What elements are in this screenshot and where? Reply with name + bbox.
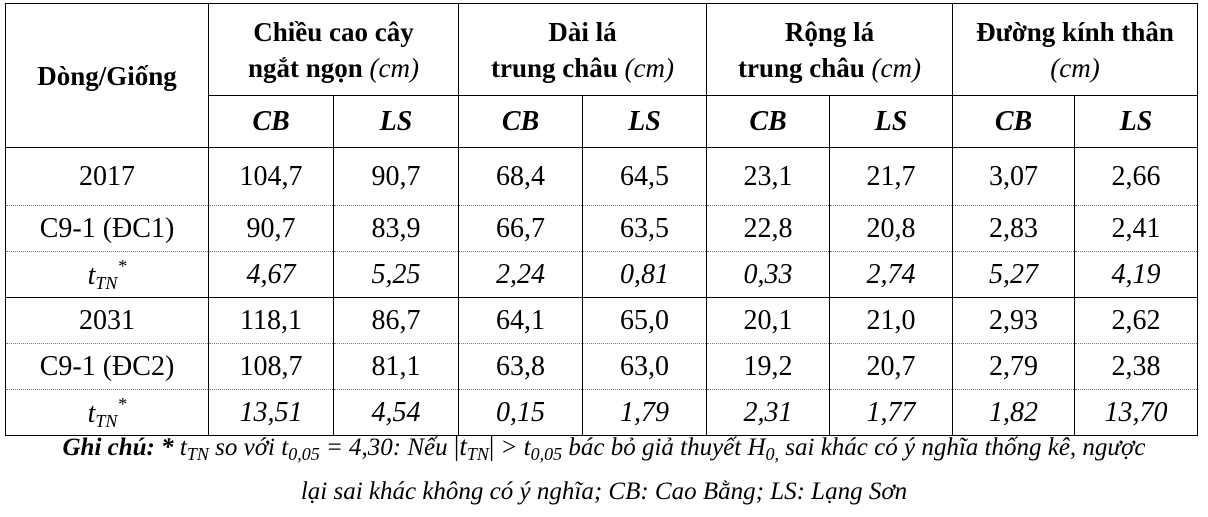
- table-cell: 2,24: [458, 251, 584, 298]
- table-cell: 5,25: [332, 251, 460, 298]
- table-cell: 118,1: [208, 297, 334, 344]
- table-footnote: Ghi chú: * tTN so với t0,05 = 4,30: Nếu …: [0, 427, 1208, 511]
- table-cell: 108,7: [208, 343, 334, 390]
- table-cell: 81,1: [332, 343, 460, 390]
- group-header-line1: Đường kính thân: [976, 16, 1174, 47]
- group-header-line1: Chiều cao cây: [253, 16, 414, 47]
- subheader-cell: LS: [582, 95, 708, 148]
- subheader-cell: CB: [458, 95, 584, 148]
- subheader-cell: LS: [332, 95, 460, 148]
- t-statistic-label: tTN*: [5, 251, 209, 298]
- t-statistic-label: tTN*: [5, 389, 209, 436]
- table-cell: 19,2: [706, 343, 831, 390]
- table-cell: 2,62: [1074, 297, 1199, 344]
- group-header-plant-height: Chiều cao cây ngắt ngọn (cm): [207, 3, 460, 96]
- table-cell: 104,7: [208, 147, 334, 206]
- table-cell: 66,7: [458, 205, 584, 252]
- table-cell: 90,7: [332, 147, 460, 206]
- table-cell: 13,70: [1074, 389, 1199, 436]
- table-cell: 86,7: [332, 297, 460, 344]
- data-table: Dòng/Giống Chiều cao cây ngắt ngọn (cm) …: [5, 3, 1199, 436]
- table-cell: 22,8: [706, 205, 831, 252]
- footnote-line-2: lại sai khác không có ý nghĩa; CB: Cao B…: [300, 478, 908, 505]
- subheader-cell: CB: [208, 95, 334, 148]
- row-label: C9-1 (ĐC2): [5, 343, 209, 390]
- table-cell: 64,5: [582, 147, 708, 206]
- group-header-unit: (cm): [624, 52, 675, 83]
- row-label: 2031: [5, 297, 209, 344]
- subheader-cell: CB: [706, 95, 831, 148]
- table-cell: 1,77: [829, 389, 954, 436]
- table-cell: 5,27: [952, 251, 1076, 298]
- table-cell: 65,0: [582, 297, 708, 344]
- subheader-cell: LS: [1074, 95, 1199, 148]
- table-cell: 20,7: [829, 343, 954, 390]
- table-cell: 1,82: [952, 389, 1076, 436]
- table-cell: 13,51: [208, 389, 334, 436]
- row-label: C9-1 (ĐC1): [5, 205, 209, 252]
- table-cell: 4,67: [208, 251, 334, 298]
- table-cell: 0,81: [582, 251, 708, 298]
- table-cell: 90,7: [208, 205, 334, 252]
- table-cell: 2,79: [952, 343, 1076, 390]
- group-header-line2: trung châu: [738, 52, 865, 83]
- group-header-unit: (cm): [1050, 52, 1100, 83]
- table-cell: 2,66: [1074, 147, 1199, 206]
- table-row: 2017 104,7 90,7 68,4 64,5 23,1 21,7 3,07…: [5, 147, 1199, 206]
- table-cell: 64,1: [458, 297, 584, 344]
- row-label: 2017: [5, 147, 209, 206]
- subheader-cell: LS: [829, 95, 954, 148]
- t-test-row: tTN* 4,67 5,25 2,24 0,81 0,33 2,74 5,27 …: [5, 251, 1199, 298]
- footnote-line-1: Ghi chú: * tTN so với t0,05 = 4,30: Nếu …: [62, 431, 1146, 464]
- table-cell: 2,31: [706, 389, 831, 436]
- table-cell: 20,8: [829, 205, 954, 252]
- table-cell: 23,1: [706, 147, 831, 206]
- table-cell: 2,93: [952, 297, 1076, 344]
- table-cell: 4,54: [332, 389, 460, 436]
- header-row-groups: Dòng/Giống Chiều cao cây ngắt ngọn (cm) …: [5, 3, 1199, 148]
- table-cell: 0,15: [458, 389, 584, 436]
- subheader-cell: CB: [952, 95, 1076, 148]
- table-row: C9-1 (ĐC1) 90,7 83,9 66,7 63,5 22,8 20,8…: [5, 205, 1199, 252]
- table-cell: 20,1: [706, 297, 831, 344]
- group-header-leaf-length: Dài lá trung châu (cm): [458, 3, 708, 96]
- table-cell: 4,19: [1074, 251, 1199, 298]
- table-cell: 83,9: [332, 205, 460, 252]
- table-cell: 2,74: [829, 251, 954, 298]
- table-row: 2031 118,1 86,7 64,1 65,0 20,1 21,0 2,93…: [5, 297, 1199, 344]
- group-header-unit: (cm): [369, 52, 420, 83]
- table-cell: 21,0: [829, 297, 954, 344]
- table-cell: 0,33: [706, 251, 831, 298]
- group-header-line1: Rộng lá: [784, 16, 875, 47]
- table-cell: 63,8: [458, 343, 584, 390]
- header-row-locations: CB LS CB LS CB LS CB LS: [6, 95, 1199, 148]
- table-cell: 2,83: [952, 205, 1076, 252]
- table-cell: 3,07: [952, 147, 1076, 206]
- group-header-line2: ngắt ngọn: [248, 52, 363, 83]
- group-header-stem-diameter: Đường kính thân (cm): [952, 3, 1199, 96]
- table-cell: 21,7: [829, 147, 954, 206]
- table-cell: 63,0: [582, 343, 708, 390]
- group-header-unit: (cm): [871, 52, 922, 83]
- abs-t-symbol: |tTN|: [453, 431, 495, 464]
- table-cell: 63,5: [582, 205, 708, 252]
- table-cell: 68,4: [458, 147, 584, 206]
- t-test-row: tTN* 13,51 4,54 0,15 1,79 2,31 1,77 1,82…: [5, 389, 1199, 436]
- table-row: C9-1 (ĐC2) 108,7 81,1 63,8 63,0 19,2 20,…: [5, 343, 1199, 390]
- corner-header: Dòng/Giống: [5, 3, 209, 148]
- group-header-line1: Dài lá: [548, 16, 617, 47]
- group-header-line2: trung châu: [491, 52, 618, 83]
- table-cell: 2,38: [1074, 343, 1199, 390]
- table-cell: 2,41: [1074, 205, 1199, 252]
- group-header-leaf-width: Rộng lá trung châu (cm): [706, 3, 954, 96]
